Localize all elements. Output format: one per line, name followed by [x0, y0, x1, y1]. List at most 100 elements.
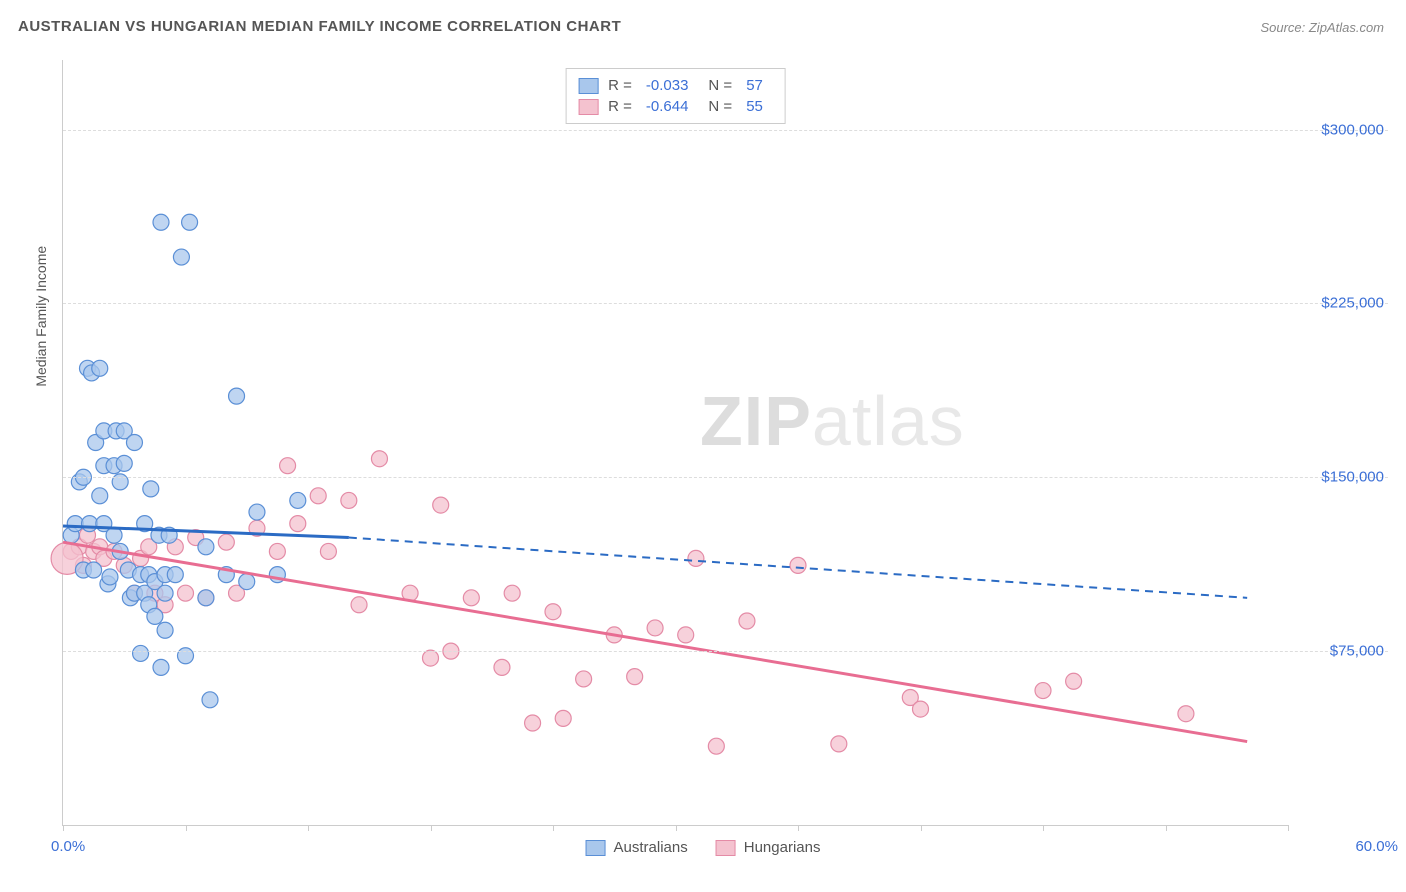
data-point — [494, 659, 510, 675]
data-point — [708, 738, 724, 754]
y-axis-title: Median Family Income — [33, 245, 49, 386]
legend-swatch-0 — [578, 78, 598, 94]
x-tick — [63, 825, 64, 831]
y-tick-label: $300,000 — [1294, 121, 1384, 138]
data-point — [82, 516, 98, 532]
data-point — [133, 645, 149, 661]
data-point — [688, 550, 704, 566]
data-point — [198, 539, 214, 555]
data-point — [1035, 683, 1051, 699]
data-point — [647, 620, 663, 636]
legend-bottom: Australians Hungarians — [586, 839, 821, 856]
r-label-1: R = — [608, 98, 632, 115]
data-point — [167, 567, 183, 583]
n-label-0: N = — [708, 77, 732, 94]
data-point — [116, 455, 132, 471]
data-point — [463, 590, 479, 606]
chart-container: AUSTRALIAN VS HUNGARIAN MEDIAN FAMILY IN… — [0, 0, 1406, 892]
x-tick — [1166, 825, 1167, 831]
y-tick-label: $150,000 — [1294, 469, 1384, 486]
data-point — [371, 451, 387, 467]
legend-bottom-swatch-1 — [716, 840, 736, 856]
chart-title: AUSTRALIAN VS HUNGARIAN MEDIAN FAMILY IN… — [18, 18, 621, 35]
r-value-1: -0.644 — [646, 98, 689, 115]
legend-stats-row-0: R = -0.033 N = 57 — [578, 75, 773, 96]
data-point — [504, 585, 520, 601]
data-point — [433, 497, 449, 513]
data-point — [147, 608, 163, 624]
data-point — [790, 557, 806, 573]
r-value-0: -0.033 — [646, 77, 689, 94]
data-point — [153, 214, 169, 230]
data-point — [341, 492, 357, 508]
data-point — [545, 604, 561, 620]
data-point — [202, 692, 218, 708]
x-tick — [676, 825, 677, 831]
data-point — [913, 701, 929, 717]
chart-wrap: Median Family Income ZIPatlas R = -0.033… — [18, 48, 1388, 874]
trend-line-dashed — [349, 538, 1247, 598]
x-tick — [308, 825, 309, 831]
x-tick — [1288, 825, 1289, 831]
legend-bottom-swatch-0 — [586, 840, 606, 856]
data-point — [198, 590, 214, 606]
data-point — [92, 488, 108, 504]
data-point — [739, 613, 755, 629]
data-point — [182, 214, 198, 230]
data-point — [249, 504, 265, 520]
legend-stats-row-1: R = -0.644 N = 55 — [578, 96, 773, 117]
legend-item-1: Hungarians — [716, 839, 821, 856]
n-value-0: 57 — [746, 77, 763, 94]
data-point — [555, 710, 571, 726]
data-point — [280, 458, 296, 474]
data-point — [173, 249, 189, 265]
data-point — [831, 736, 847, 752]
plot-area: Median Family Income ZIPatlas R = -0.033… — [62, 60, 1288, 826]
data-point — [157, 585, 173, 601]
n-label-1: N = — [708, 98, 732, 115]
x-axis-max-label: 60.0% — [1355, 838, 1398, 855]
data-point — [153, 659, 169, 675]
data-point — [678, 627, 694, 643]
gridline — [63, 303, 1388, 304]
x-axis-min-label: 0.0% — [51, 838, 85, 855]
x-tick — [921, 825, 922, 831]
data-point — [627, 669, 643, 685]
x-tick — [1043, 825, 1044, 831]
legend-stats-box: R = -0.033 N = 57 R = -0.644 N = 55 — [565, 68, 786, 124]
data-point — [310, 488, 326, 504]
r-label-0: R = — [608, 77, 632, 94]
data-point — [320, 543, 336, 559]
n-value-1: 55 — [746, 98, 763, 115]
data-point — [67, 516, 83, 532]
data-point — [92, 360, 108, 376]
y-tick-label: $75,000 — [1294, 643, 1384, 660]
trend-line — [63, 542, 1247, 741]
data-point — [576, 671, 592, 687]
legend-bottom-label-0: Australians — [614, 839, 688, 856]
data-point — [102, 569, 118, 585]
data-point — [351, 597, 367, 613]
data-point — [290, 516, 306, 532]
legend-item-0: Australians — [586, 839, 688, 856]
data-point — [157, 622, 173, 638]
gridline — [63, 651, 1388, 652]
source-attribution: Source: ZipAtlas.com — [1260, 20, 1384, 35]
data-point — [218, 534, 234, 550]
data-point — [269, 543, 285, 559]
x-tick — [431, 825, 432, 831]
x-tick — [186, 825, 187, 831]
gridline — [63, 477, 1388, 478]
y-tick-label: $225,000 — [1294, 295, 1384, 312]
data-point — [1066, 673, 1082, 689]
data-point — [143, 481, 159, 497]
legend-bottom-label-1: Hungarians — [744, 839, 821, 856]
data-point — [1178, 706, 1194, 722]
data-point — [229, 388, 245, 404]
data-point — [290, 492, 306, 508]
data-point — [423, 650, 439, 666]
scatter-svg — [63, 60, 1288, 825]
data-point — [525, 715, 541, 731]
data-point — [239, 574, 255, 590]
data-point — [86, 562, 102, 578]
